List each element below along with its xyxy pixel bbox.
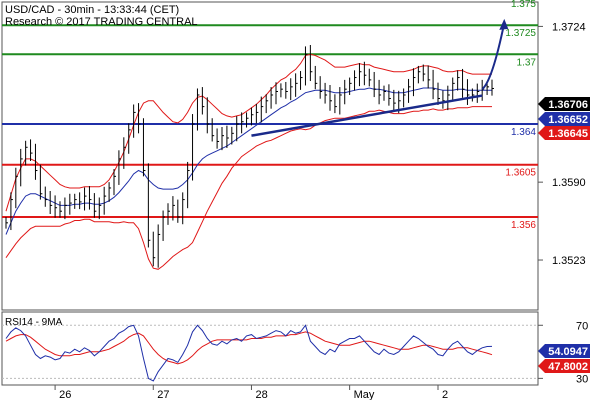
rsi-tick-label: 70 (576, 320, 588, 332)
price-tick-label: 1.3590 (552, 177, 586, 189)
ma-line (5, 87, 492, 235)
bollinger-upper-line (5, 53, 492, 212)
rsi-title: RSI14 - 9MA (5, 317, 63, 328)
rsi-tick-label: 30 (576, 373, 588, 385)
rsi-tag-box (538, 344, 590, 358)
price-tag-label: 1.36645 (548, 128, 588, 140)
level-labels: 1.375 1.3725 1.37 1.364 1.3605 1.356 (505, 0, 536, 231)
price-tag-label: 1.36652 (548, 114, 588, 126)
header-line2: Research © 2017 TRADING CENTRAL (5, 16, 198, 28)
price-tags: 1.36706 1.36652 1.36645 (538, 97, 590, 140)
moving-average (5, 87, 492, 235)
level-label: 1.364 (511, 127, 536, 138)
level-label: 1.3725 (505, 28, 536, 39)
price-tick-label: 1.3724 (552, 21, 586, 33)
time-axis: 26 27 28 May 2 (54, 385, 448, 400)
price-tag-label: 1.36706 (548, 99, 588, 111)
level-label: 1.3605 (505, 168, 536, 179)
time-tick-label: 27 (157, 389, 169, 400)
header-line1: USD/CAD - 30min - 13:33:44 (CET) (5, 4, 179, 16)
price-tag-box (538, 97, 590, 111)
rsi-ma-line (5, 331, 493, 365)
time-tick-label: 2 (442, 389, 448, 400)
price-tick-label: 1.3523 (552, 255, 586, 267)
support-trendline (251, 94, 483, 137)
price-panel-frame (1, 1, 539, 311)
rsi-line (5, 324, 493, 382)
price-axis: 1.3724 1.3590 1.3523 (538, 21, 586, 267)
time-tick-label: 26 (59, 389, 71, 400)
rsi-tags: 54.0947 47.8002 (538, 344, 590, 373)
level-label: 1.356 (511, 220, 536, 231)
rsi-panel-frame (1, 311, 539, 386)
price-bars (5, 45, 494, 268)
forecast-arrow (481, 22, 506, 90)
price-tag-box (538, 112, 590, 126)
level-label: 1.37 (517, 57, 537, 68)
rsi-lines (2, 324, 538, 382)
time-tick-label: 28 (255, 389, 267, 400)
trendlines (251, 18, 509, 137)
rsi-tag-label: 47.8002 (548, 361, 588, 373)
key-levels (2, 24, 538, 219)
bollinger-lower-line (5, 106, 492, 270)
time-tick-label: May (354, 389, 375, 400)
price-tag-box (538, 126, 590, 140)
level-label: 1.375 (511, 0, 536, 10)
bollinger-bands (5, 53, 492, 270)
forecast-arrowhead (499, 18, 509, 30)
rsi-tag-label: 54.0947 (548, 346, 588, 358)
rsi-axis: 70 30 (538, 320, 588, 385)
rsi-tag-box (538, 359, 590, 373)
